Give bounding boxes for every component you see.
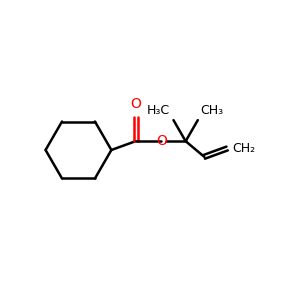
Text: O: O: [130, 97, 141, 111]
Text: CH₂: CH₂: [232, 142, 255, 155]
Text: H₃C: H₃C: [147, 104, 170, 117]
Text: CH₃: CH₃: [201, 104, 224, 117]
Text: O: O: [156, 134, 167, 148]
